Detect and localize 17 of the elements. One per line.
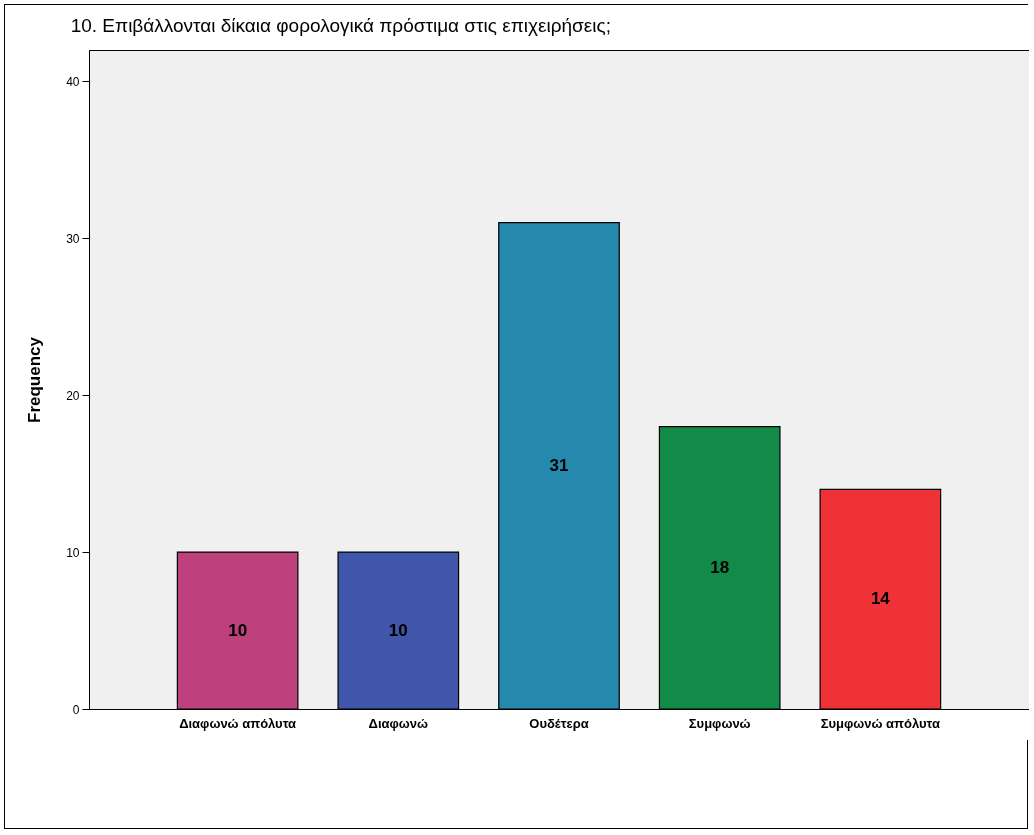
x-tick-label: Συμφωνώ απόλυτα [820, 715, 941, 731]
data-label: 10 [388, 620, 408, 640]
y-tick-label: 20 [66, 388, 80, 403]
data-label: 31 [549, 455, 569, 475]
data-label: 10 [228, 620, 248, 640]
y-tick-label: 30 [66, 231, 80, 246]
x-tick-label: Ουδέτερα [529, 715, 589, 731]
x-tick-label: Συμφωνώ [688, 715, 751, 731]
data-label: 14 [870, 589, 891, 609]
data-label: 18 [710, 557, 730, 577]
x-tick-label: Διαφωνώ [368, 715, 429, 731]
y-tick-label: 40 [66, 74, 80, 89]
y-tick-label: 10 [66, 545, 80, 560]
chart-title: 10. Επιβάλλονται δίκαια φορολογικά πρόστιμα στις επιχειρήσεις; [70, 15, 611, 36]
y-axis-title: Frequency [25, 336, 45, 423]
y-tick-label: 0 [72, 702, 80, 717]
x-tick-label: Διαφωνώ απόλυτα [179, 715, 297, 731]
